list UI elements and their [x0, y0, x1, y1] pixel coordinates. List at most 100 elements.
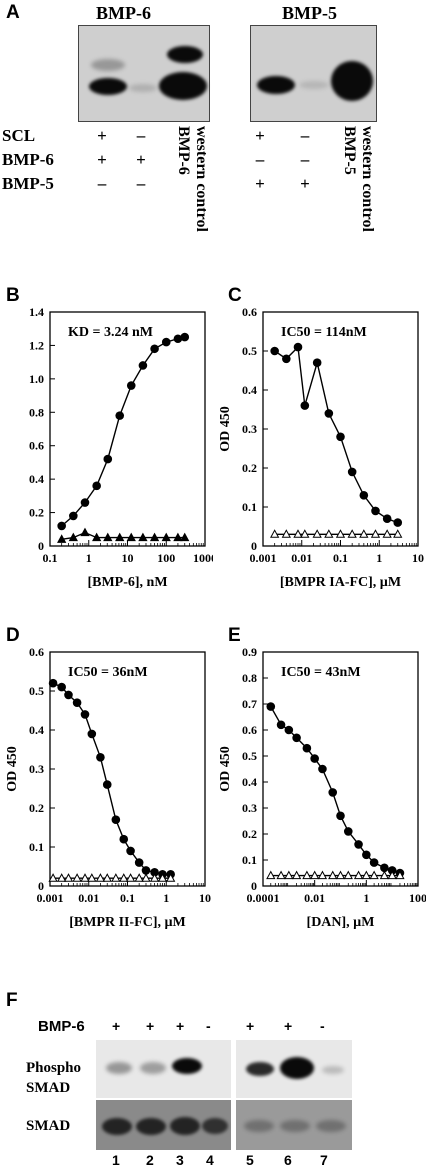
sign-bmp5-l2: –: [136, 174, 146, 193]
data-point: [57, 534, 67, 543]
data-point: [302, 743, 312, 753]
sign-scl-r1: +: [255, 126, 265, 145]
lane-number-4: 4: [206, 1152, 214, 1168]
data-point: [371, 506, 380, 516]
x-tick-label: 100: [409, 891, 426, 905]
y-tick-label: 0.1: [242, 853, 257, 867]
data-point: [134, 858, 144, 867]
data-point: [87, 729, 97, 739]
y-tick-label: 0.4: [242, 383, 257, 397]
y-tick-label: 0.2: [242, 827, 257, 841]
y-tick-label: 0.5: [242, 344, 257, 358]
data-point: [328, 788, 338, 797]
y-tick-label: 0: [38, 879, 44, 893]
data-point: [362, 850, 371, 860]
data-point: [276, 720, 286, 730]
control-label-bmp6-line2: western control: [193, 126, 210, 232]
x-tick-label: 0.01: [304, 891, 325, 905]
data-point: [64, 690, 73, 700]
annotation-label: KD = 3.24 nM: [68, 325, 153, 340]
data-point: [149, 873, 160, 882]
sign-bmp5-r2: +: [300, 174, 310, 193]
y-tick-label: 0.3: [29, 762, 44, 776]
phospho-smad-blot-right: [236, 1040, 352, 1098]
y-tick-label: 0.7: [242, 697, 257, 711]
data-point: [95, 873, 106, 882]
sign-bmp5-l1: –: [97, 174, 107, 193]
chart-c-bmpr-ia-fc: 0 0.1 0.2 0.3 0.4 0.5 0.6 0.001 0.01 0.1 1 10 [BMPR …: [218, 305, 424, 590]
plot-frame: [262, 651, 419, 887]
y-tick-label: 0.4: [242, 775, 257, 789]
blot-title-bmp5: BMP-5: [282, 3, 337, 23]
data-point: [111, 873, 121, 882]
y-tick-label: 0.1: [29, 840, 44, 854]
data-point: [276, 870, 286, 880]
fit-curve-1: [270, 706, 401, 874]
lane-number-7: 7: [320, 1152, 328, 1168]
sign-lane-5: +: [246, 1018, 255, 1034]
data-point: [126, 846, 135, 856]
x-tick-label: 0.01: [291, 551, 312, 565]
data-point: [103, 532, 113, 542]
data-point: [281, 529, 291, 538]
data-point: [393, 529, 403, 538]
western-blot-bmp5: [250, 25, 377, 122]
x-axis-label: [BMP-6], nM: [87, 575, 167, 590]
data-point: [57, 521, 66, 531]
western-blot-bmp6: [78, 25, 210, 122]
data-point: [300, 401, 310, 410]
lane-number-1: 1: [112, 1152, 120, 1168]
data-point: [335, 529, 346, 538]
data-point: [312, 529, 322, 538]
blot-title-bmp6: BMP-6: [96, 3, 151, 23]
row-label-scl: SCL: [2, 126, 36, 145]
sign-scl-l1: +: [97, 126, 107, 145]
y-axis-label: OD 450: [218, 406, 233, 452]
data-point: [347, 467, 357, 477]
sign-scl-r2: –: [300, 126, 310, 145]
data-point: [380, 863, 389, 873]
annotation-label: IC50 = 43nM: [281, 665, 361, 680]
data-point: [96, 753, 105, 762]
y-tick-label: 0: [38, 539, 44, 553]
data-point: [317, 870, 328, 880]
data-point: [324, 529, 334, 538]
plot-frame: [262, 311, 419, 547]
data-point: [126, 532, 136, 542]
data-point: [141, 866, 151, 875]
data-point: [141, 873, 151, 882]
lane-number-3: 3: [176, 1152, 184, 1168]
x-tick-label: 0.1: [43, 551, 58, 565]
x-tick-label: 1: [363, 891, 369, 905]
data-point: [72, 873, 82, 882]
data-point: [328, 870, 338, 880]
data-point: [310, 754, 319, 763]
panel-letter-d: D: [6, 625, 20, 646]
row-label-phospho: Phospho: [26, 1060, 82, 1076]
data-point: [80, 527, 90, 537]
data-point: [270, 346, 279, 356]
y-tick-label: 0.4: [29, 472, 44, 486]
data-point: [302, 870, 312, 880]
data-point: [335, 870, 346, 880]
data-point: [48, 873, 58, 882]
data-point: [292, 733, 301, 743]
data-point: [103, 454, 113, 464]
y-tick-label: 0.8: [242, 671, 257, 685]
y-axis-label: OD 450: [218, 746, 233, 792]
sign-lane-4: -: [206, 1018, 211, 1034]
sign-bmp6-r2: –: [300, 150, 310, 169]
control-label-bmp6-line1: BMP-6: [175, 126, 192, 175]
data-point: [63, 873, 74, 882]
data-point: [102, 873, 112, 882]
sign-scl-l2: –: [136, 126, 146, 145]
row-label-bmp5: BMP-5: [2, 174, 54, 193]
data-point: [138, 532, 148, 542]
y-tick-label: 0.2: [29, 801, 44, 815]
data-point: [68, 532, 78, 542]
data-point: [80, 873, 90, 882]
x-tick-label: 0.001: [250, 551, 277, 565]
data-point: [92, 481, 101, 491]
data-point: [115, 411, 125, 420]
data-point: [270, 529, 280, 538]
